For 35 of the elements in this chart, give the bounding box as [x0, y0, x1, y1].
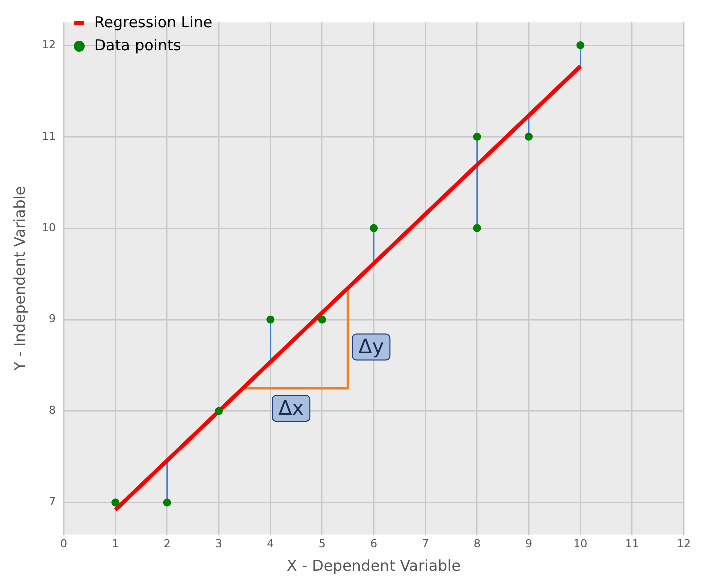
x-tick-label: 1	[112, 537, 120, 550]
x-tick-label: 9	[526, 537, 532, 550]
legend-label: Data points	[94, 36, 182, 54]
x-tick-label: 4	[267, 537, 274, 550]
y-tick-label: 7	[48, 496, 56, 509]
y-tick-label: 10	[42, 221, 56, 234]
annotation: Δx	[278, 396, 304, 420]
point	[215, 407, 223, 416]
x-tick-label: 6	[370, 537, 378, 550]
y-tick-label: 9	[48, 312, 56, 326]
y-tick-label: 11	[42, 130, 56, 143]
x-tick-label: 11	[625, 537, 640, 550]
x-tick-label: 0	[60, 537, 68, 550]
x-tick-label: 8	[474, 537, 481, 550]
y-tick-label: 12	[42, 38, 56, 52]
point	[112, 498, 120, 507]
legend-label: Regression Line	[94, 13, 213, 32]
point	[266, 316, 275, 324]
point	[370, 224, 378, 232]
x-tick-label: 10	[574, 537, 588, 550]
y-axis-title: Y - Independent Variable	[10, 186, 29, 372]
x-tick-label: 12	[677, 537, 691, 550]
point	[473, 132, 482, 141]
y-tick-label: 8	[48, 404, 56, 418]
annotation: Δy	[358, 334, 384, 358]
point	[473, 224, 482, 232]
point	[525, 132, 533, 141]
x-tick-label: 3	[216, 537, 222, 550]
point	[576, 41, 585, 50]
x-tick-label: 7	[422, 537, 430, 550]
x-tick-label: 2	[164, 537, 171, 550]
x-tick-label: 5	[318, 537, 326, 550]
point	[318, 316, 326, 324]
point	[163, 498, 172, 507]
x-axis-title: X - Dependent Variable	[287, 556, 461, 575]
